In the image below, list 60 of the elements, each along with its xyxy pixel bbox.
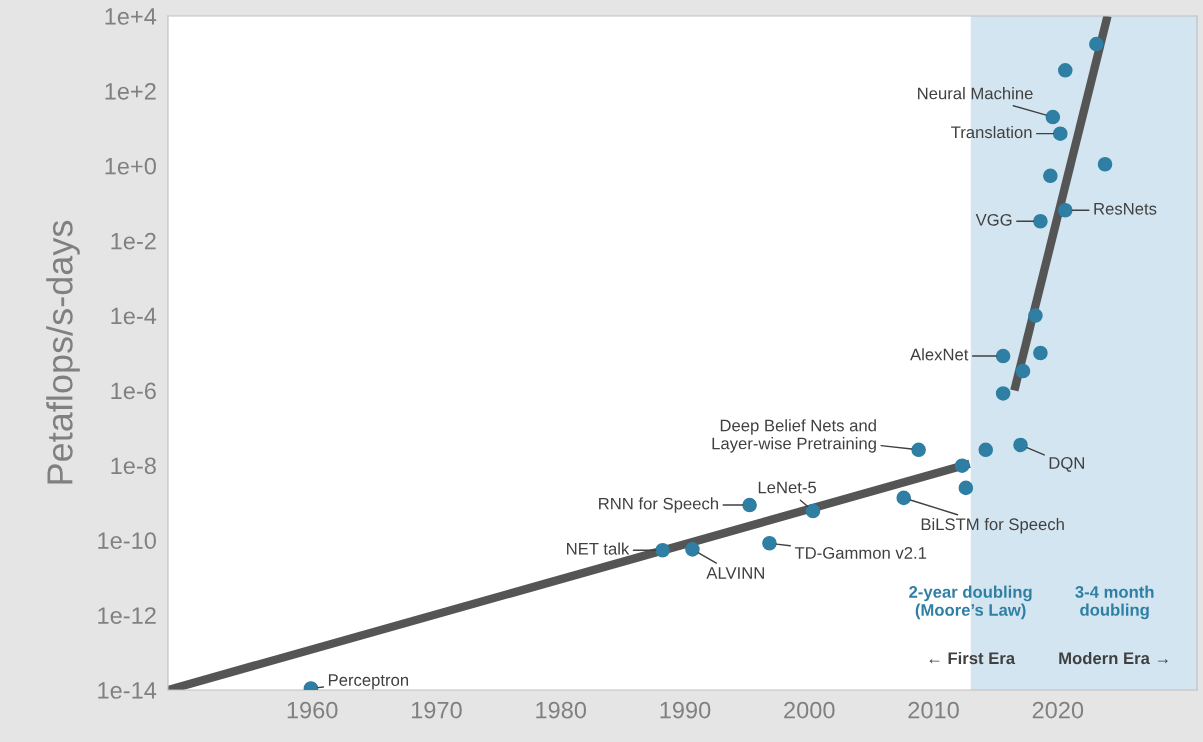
- point: [995, 348, 1011, 364]
- point: [1015, 363, 1031, 379]
- point: [1028, 308, 1043, 323]
- annotation: LeNet-5: [758, 481, 817, 494]
- y-tick-label: 1e-4: [111, 307, 157, 325]
- point: [1033, 345, 1048, 361]
- y-tick-label: 1e-14: [98, 682, 157, 699]
- x-tick-label: 2000: [784, 701, 835, 719]
- annotation: Modern Era →: [1059, 651, 1168, 665]
- annotation: ResNets: [1094, 203, 1157, 215]
- point: [1057, 63, 1073, 78]
- point: [958, 480, 974, 496]
- annotation: Neural Machine: [918, 87, 1033, 100]
- annotation: NET talk: [567, 542, 630, 555]
- annotation: TD-Gammon v2.1: [794, 547, 927, 559]
- x-tick-label: 1990: [660, 701, 711, 719]
- point: [742, 497, 757, 513]
- point: [1097, 156, 1113, 172]
- annotation: BiLSTM for Speech: [921, 517, 1064, 534]
- point: [1013, 437, 1028, 453]
- x-tick-label: 2020: [1032, 701, 1084, 719]
- y-tick-label: 1e-2: [111, 232, 156, 250]
- annotation: Perceptron: [328, 674, 409, 690]
- annotation: DQN: [1049, 457, 1084, 472]
- x-tick-label: 1970: [411, 701, 462, 719]
- point: [995, 386, 1011, 401]
- annotation: 2-year doubling (Moore’s Law): [909, 585, 1032, 620]
- point: [896, 490, 911, 506]
- point: [1033, 213, 1048, 229]
- y-tick-label: 1e-12: [98, 607, 156, 624]
- annotation: Deep Belief Nets and Layer-wise Pretraining: [712, 419, 876, 453]
- point: [655, 542, 670, 558]
- point: [1043, 168, 1058, 184]
- y-tick-label: 1e-8: [111, 457, 156, 475]
- point: [1057, 202, 1073, 218]
- point: [685, 542, 700, 557]
- point: [1089, 36, 1104, 52]
- y-tick-label: 1e+0: [105, 157, 156, 175]
- annotation: VGG: [975, 213, 1012, 226]
- y-axis-title: Petaflops/s-days: [46, 220, 80, 484]
- point: [1045, 109, 1061, 125]
- point: [954, 458, 970, 473]
- point: [762, 535, 777, 551]
- x-tick-label: 1980: [536, 701, 587, 719]
- y-tick-label: 1e+2: [105, 82, 156, 100]
- y-tick-label: 1e+4: [105, 8, 157, 25]
- annotation: ALVINN: [706, 567, 764, 579]
- point: [911, 442, 926, 458]
- x-tick-label: 2010: [908, 701, 959, 719]
- point: [1053, 126, 1068, 141]
- annotation: RNN for Speech: [599, 497, 718, 513]
- annotation: Translation: [951, 125, 1032, 139]
- point: [978, 442, 994, 458]
- point: [805, 503, 821, 519]
- annotation: 3-4 month doubling: [1075, 585, 1154, 620]
- annotation: ← First Era: [929, 651, 1016, 665]
- y-tick-label: 1e-6: [111, 382, 156, 400]
- annotation: AlexNet: [910, 348, 969, 361]
- y-tick-label: 1e-10: [98, 532, 156, 550]
- x-tick-label: 1960: [287, 701, 338, 719]
